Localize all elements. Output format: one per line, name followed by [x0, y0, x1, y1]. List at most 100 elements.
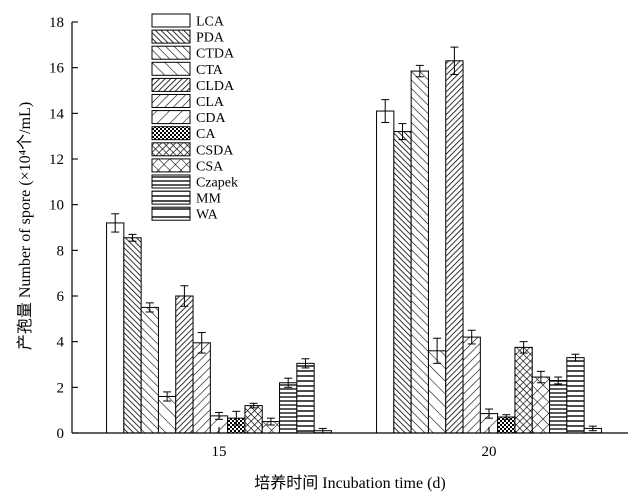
legend-label: PDA [196, 31, 225, 46]
legend-swatch [151, 190, 191, 205]
legend-label: CSA [196, 159, 224, 174]
legend-item-wa: WA [151, 206, 219, 223]
error-bar-csda-day-15 [249, 402, 258, 409]
error-bar-pda-day-20 [398, 123, 407, 141]
bar-ctda-day-15 [140, 306, 159, 434]
error-bar-csa-day-15 [266, 417, 275, 426]
error-bar-czapek-day-20 [554, 376, 563, 385]
legend-item-csda: CSDA [151, 142, 234, 158]
y-tick-label: 12 [49, 152, 64, 168]
legend-swatch [151, 126, 191, 141]
y-tick-label: 4 [57, 335, 65, 351]
bar-lca-day-15 [106, 222, 125, 434]
bar-mm-day-15 [296, 362, 315, 434]
legend-label: CA [196, 127, 216, 142]
bar-cta-day-15 [157, 395, 177, 434]
y-tick-label: 2 [57, 380, 65, 396]
y-tick-label: 10 [49, 198, 64, 214]
legend-label: CLDA [196, 79, 235, 94]
error-bar-pda-day-15 [128, 233, 137, 242]
bar-mm-day-20 [566, 357, 585, 434]
bar-csda-day-15 [244, 405, 263, 434]
legend-item-czapek: Czapek [151, 174, 238, 191]
legend-label: CLA [196, 95, 225, 110]
bar-lca-day-20 [376, 110, 395, 434]
x-axis-label: 培养时间 Incubation time (d) [254, 474, 446, 492]
legend-item-lca: LCA [151, 13, 225, 30]
legend-label: MM [196, 192, 221, 207]
legend-item-cda: CDA [151, 110, 226, 126]
legend-label: Czapek [196, 176, 238, 191]
bar-clda-day-15 [175, 295, 194, 434]
bar-csa-day-20 [531, 376, 551, 434]
error-bar-ca-day-15 [232, 410, 241, 426]
bar-czapek-day-15 [279, 382, 298, 434]
legend-label: CTA [196, 63, 224, 78]
error-bar-cda-day-20 [485, 408, 493, 419]
bar-cla-day-15 [192, 342, 211, 434]
error-bar-clda-day-15 [180, 285, 189, 307]
error-bar-clda-day-20 [450, 46, 459, 76]
legend-swatch [151, 142, 191, 157]
bar-pda-day-20 [393, 131, 412, 434]
plot-area [106, 46, 602, 434]
legend-swatch [151, 61, 191, 76]
legend-item-pda: PDA [151, 29, 225, 46]
axes: 0 2 4 6 8 10 12 14 16 18 15 20 [49, 15, 628, 460]
error-bar-czapek-day-15 [284, 377, 293, 388]
x-tick-label: 20 [482, 444, 497, 460]
legend-item-clda: CLDA [151, 77, 235, 94]
y-tick-label: 6 [57, 289, 65, 305]
bar-clda-day-20 [445, 60, 464, 434]
legend-item-ca: CA [151, 126, 216, 142]
legend-swatch [151, 110, 191, 125]
legend-label: CTDA [196, 47, 235, 62]
legend-swatch [151, 29, 191, 44]
legend-label: LCA [196, 15, 225, 30]
error-bar-wa-day-20 [588, 425, 597, 432]
legend-item-ctda: CTDA [151, 45, 235, 62]
y-axis-label: 产孢量 Number of spore (×10⁴个/mL) [16, 102, 34, 350]
bar-cla-day-20 [462, 336, 481, 434]
legend-swatch [151, 206, 191, 221]
y-tick-label: 14 [49, 106, 65, 122]
legend-item-cta: CTA [151, 61, 224, 78]
legend-item-cla: CLA [151, 94, 225, 110]
x-tick-label: 15 [212, 444, 227, 460]
bar-czapek-day-20 [549, 379, 568, 434]
error-bar-ca-day-20 [502, 414, 511, 420]
error-bar-csda-day-20 [519, 341, 528, 354]
legend-label: CDA [196, 111, 226, 126]
bar-pda-day-15 [123, 237, 142, 434]
legend-swatch [151, 94, 191, 108]
y-tick-label: 18 [49, 15, 64, 31]
legend-label: CSDA [196, 143, 234, 158]
error-bar-mm-day-15 [301, 358, 310, 369]
legend-item-mm: MM [151, 190, 221, 207]
legend-swatch [151, 45, 191, 60]
error-bar-cla-day-15 [197, 332, 206, 354]
error-bar-csa-day-20 [536, 370, 545, 384]
legend-swatch [151, 158, 191, 173]
legend-item-csa: CSA [151, 158, 224, 174]
legend-label: WA [196, 208, 219, 223]
bars-layer [106, 60, 602, 434]
y-tick-label: 16 [49, 61, 65, 77]
error-bar-ctda-day-20 [415, 64, 424, 78]
error-bar-lca-day-15 [111, 213, 120, 233]
y-tick-label: 0 [57, 426, 65, 442]
legend-swatch [151, 77, 191, 92]
error-bar-cta-day-20 [433, 337, 442, 364]
error-bar-mm-day-20 [571, 353, 580, 362]
bar-csda-day-20 [514, 346, 533, 434]
error-bar-cla-day-20 [467, 329, 476, 345]
y-tick-label: 8 [57, 243, 65, 259]
error-bar-cda-day-15 [215, 411, 223, 420]
legend-swatch [151, 13, 191, 28]
bar-ctda-day-20 [410, 70, 429, 434]
error-bar-lca-day-20 [381, 99, 390, 123]
error-bar-ctda-day-15 [145, 302, 154, 313]
error-bar-cta-day-15 [163, 391, 172, 402]
